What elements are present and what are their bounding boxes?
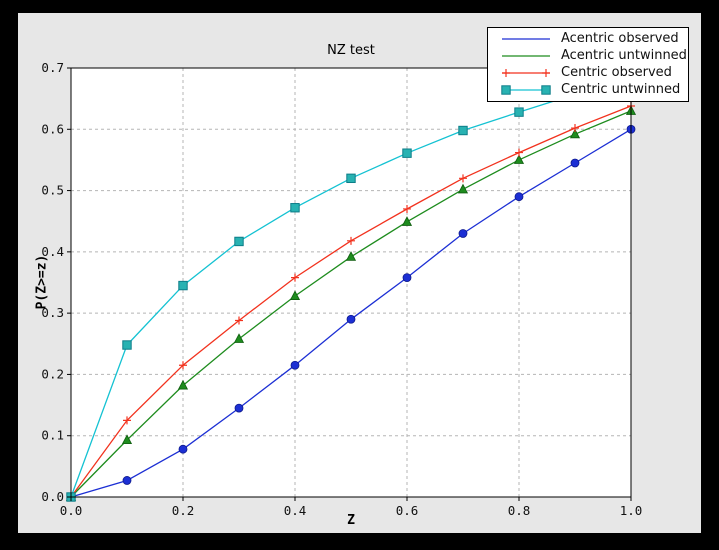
x-tick-label: 0.2: [172, 503, 195, 518]
triangle-marker: [289, 290, 301, 300]
square-marker: [290, 203, 300, 213]
circle-marker: [122, 476, 132, 485]
circle-marker: [402, 273, 412, 282]
plus-marker: [571, 124, 579, 133]
triangle-marker: [121, 434, 133, 445]
circle-marker: [346, 314, 356, 324]
plus-marker: [123, 416, 131, 425]
square-marker: [541, 84, 551, 95]
square-marker: [402, 148, 412, 158]
x-axis-label: Z: [347, 513, 355, 528]
y-tick-label: 0.3: [41, 305, 64, 320]
square-marker: [458, 125, 468, 136]
triangle-marker: [177, 379, 189, 390]
y-tick-label: 0.5: [41, 183, 64, 198]
x-tick-label: 0.6: [396, 503, 419, 518]
plot-canvas: 0.0 0.2 0.4 0.6 0.8 1.0 0.0 0.1 0.2 0.3 0.4 0.5 0.6 0…: [41, 60, 643, 518]
circle-marker: [514, 192, 524, 202]
square-marker: [514, 107, 524, 117]
chart-title: NZ test: [327, 43, 375, 58]
y-tick-label: 0.2: [41, 366, 64, 381]
triangle-marker: [513, 154, 525, 164]
legend-item-centric-observed: Centric observed: [496, 64, 688, 81]
triangle-marker: [345, 251, 357, 261]
square-marker: [346, 173, 356, 184]
y-axis-label: P(Z>=z): [34, 254, 50, 310]
plus-marker: [235, 316, 243, 325]
plus-marker: [542, 68, 550, 77]
legend-item-acentric-observed: Acentric observed: [496, 30, 688, 47]
square-marker: [501, 84, 511, 95]
plus-marker: [515, 148, 523, 157]
legend: Acentric observed Acentric untwinned Centr…: [487, 27, 689, 102]
y-tick-label: 0.0: [41, 489, 64, 504]
legend-sample-centric-untwinned: [501, 84, 551, 95]
plus-marker: [179, 361, 187, 370]
circle-marker: [178, 444, 188, 454]
circle-marker: [290, 360, 300, 370]
square-marker: [178, 280, 188, 291]
x-tick-label: 0.8: [508, 503, 531, 518]
square-marker: [234, 236, 244, 247]
y-tick-label: 0.4: [41, 244, 64, 259]
legend-label: Acentric observed: [561, 31, 679, 46]
triangle-marker: [457, 183, 469, 194]
legend-label: Acentric untwinned: [561, 48, 687, 63]
figure-canvas: 0.0 0.2 0.4 0.6 0.8 1.0 0.0 0.1 0.2 0.3 0.4 0.5 0.6 0…: [18, 13, 701, 533]
plot-area: [71, 68, 631, 497]
legend-sample-acentric-untwinned: [502, 54, 550, 57]
legend-item-acentric-untwinned: Acentric untwinned: [496, 47, 688, 64]
x-tick-label: 0.0: [60, 503, 83, 518]
circle-marker: [570, 158, 580, 168]
plus-marker: [403, 204, 411, 213]
x-tick-label: 1.0: [620, 503, 643, 518]
y-tick-label: 0.6: [41, 121, 64, 136]
plus-marker: [291, 273, 299, 282]
y-tick-label: 0.1: [41, 428, 64, 443]
plus-marker: [347, 236, 355, 245]
y-tick-label: 0.7: [41, 60, 64, 75]
triangle-marker: [569, 128, 581, 139]
legend-label: Centric observed: [561, 65, 672, 80]
square-marker: [122, 340, 132, 350]
circle-marker: [234, 403, 244, 413]
triangle-marker: [401, 216, 413, 226]
plot-border: [70, 67, 632, 498]
triangle-marker: [233, 333, 245, 343]
circle-marker: [458, 229, 468, 238]
legend-sample-centric-observed: [502, 68, 550, 77]
plus-marker: [502, 68, 510, 77]
legend-item-centric-untwinned: Centric untwinned: [496, 81, 688, 98]
legend-label: Centric untwinned: [561, 82, 681, 97]
plus-marker: [459, 174, 467, 183]
legend-sample-acentric-observed: [502, 37, 550, 40]
x-tick-label: 0.4: [284, 503, 307, 518]
